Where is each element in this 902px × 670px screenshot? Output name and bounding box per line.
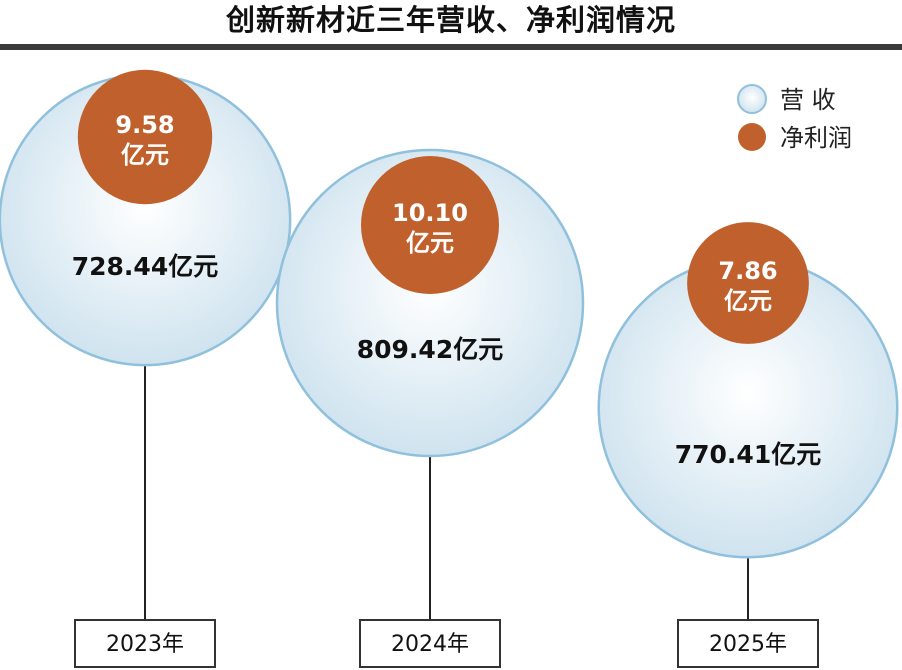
chart-title: 创新新材近三年营收、净利润情况 xyxy=(225,3,676,37)
revenue-value-label: 728.44亿元 xyxy=(72,252,218,281)
revenue-value-label: 770.41亿元 xyxy=(675,440,821,469)
net-profit-bubble xyxy=(77,69,213,205)
year-label: 2023年 xyxy=(106,632,184,657)
title-rule xyxy=(0,44,902,50)
year-box xyxy=(677,619,819,668)
revenue-value-label: 809.42亿元 xyxy=(357,335,503,364)
net-profit-unit-label: 亿元 xyxy=(406,229,454,257)
year-label: 2025年 xyxy=(709,632,787,657)
legend-revenue-swatch xyxy=(737,84,767,114)
net-profit-bubble xyxy=(361,156,499,294)
legend-label: 营 收 xyxy=(780,86,836,114)
stems xyxy=(144,365,749,620)
net-profit-value-label: 10.10 xyxy=(392,199,468,227)
year-box xyxy=(74,619,216,668)
net-profit-unit-label: 亿元 xyxy=(724,287,772,315)
net-profit-value-label: 9.58 xyxy=(115,111,174,139)
legend-net-profit-swatch xyxy=(738,123,766,151)
net-profit-value-label: 7.86 xyxy=(718,257,777,285)
year-axis: 2023年 2024年 2025年 xyxy=(74,619,819,668)
revenue-series: 728.44亿元 809.42亿元 770.41亿元 xyxy=(0,73,899,559)
net-profit-bubble xyxy=(687,222,809,344)
revenue-bubble xyxy=(275,148,585,458)
year-label: 2024年 xyxy=(391,632,469,657)
legend-label: 净利润 xyxy=(780,124,852,152)
year-box xyxy=(359,619,501,668)
net-profit-unit-label: 亿元 xyxy=(121,141,169,169)
